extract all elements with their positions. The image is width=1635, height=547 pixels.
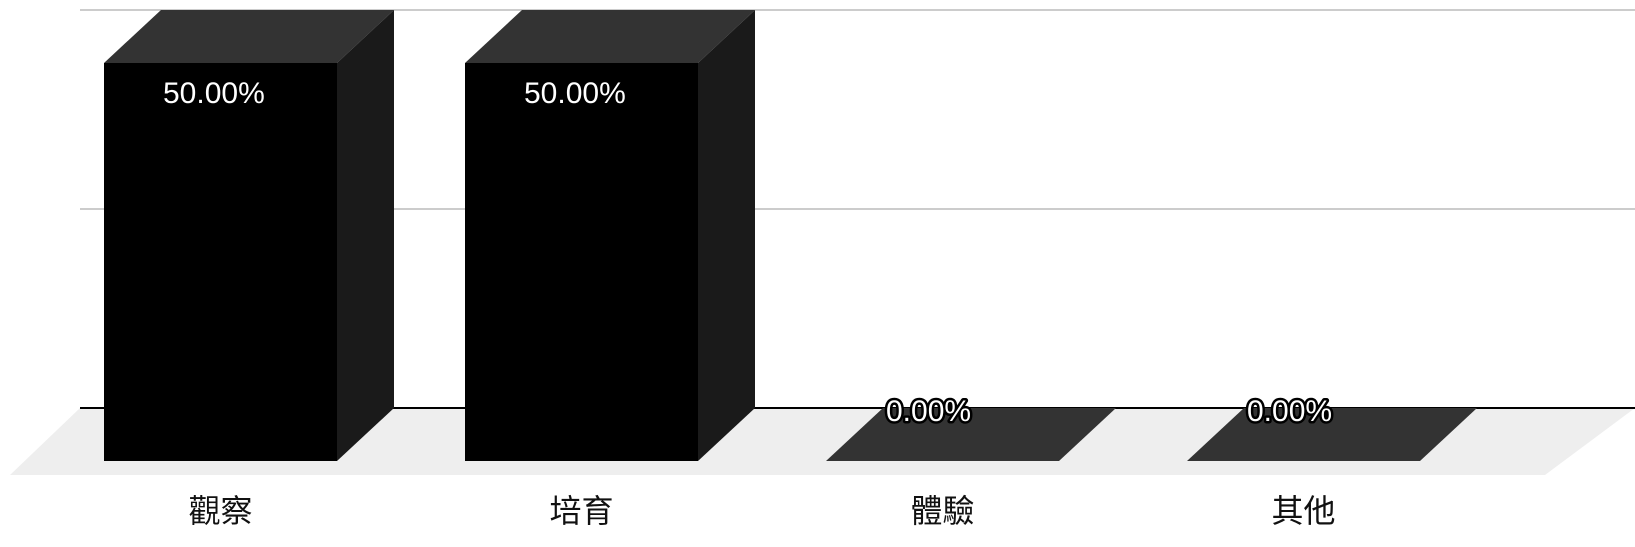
bar-top-face [826,408,1116,461]
bar-top-face [465,10,755,63]
bar [826,408,1116,461]
category-label: 體驗 [910,492,974,530]
bar-side-face [698,10,755,461]
bar-side-face [337,10,394,461]
bar-top-face [1187,408,1477,461]
bar-front-face [104,63,337,461]
bar-value-label: 0.00% [886,395,971,428]
category-label: 觀察 [188,492,252,530]
bar-front-face [465,63,698,461]
bar-value-label: 50.00% [524,77,626,110]
value-labels: 50.00% 50.00% 0.00% 0.00% [163,77,1335,431]
bar [104,10,394,461]
bars [104,10,1477,461]
bar-top-face [104,10,394,63]
bar [465,10,755,461]
category-label: 其他 [1271,492,1335,530]
category-label: 培育 [549,492,613,530]
category-labels: 觀察 培育 體驗 其他 [188,492,1335,530]
bar-value-label: 50.00% [163,77,265,110]
bar [1187,408,1477,461]
bar-value-label: 0.00% [1247,395,1332,428]
